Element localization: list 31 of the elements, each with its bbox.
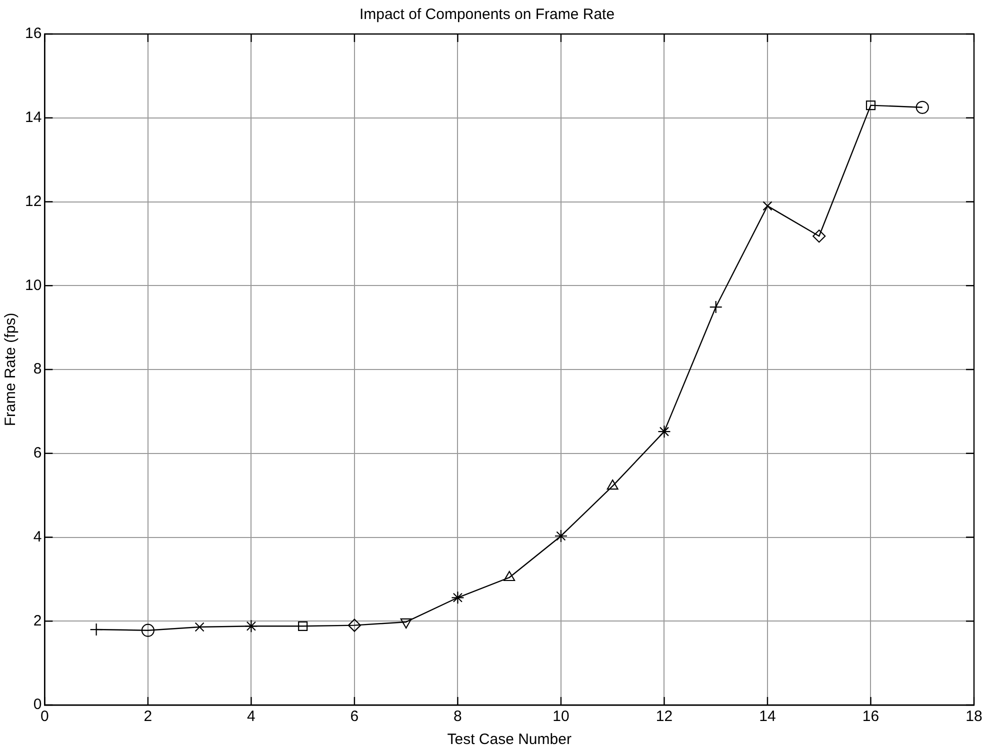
y-tick-label: 4 bbox=[33, 528, 42, 546]
point bbox=[451, 591, 464, 604]
y-tick-label: 0 bbox=[33, 696, 42, 714]
x-tick-label: 18 bbox=[966, 708, 982, 726]
x-tick-label: 2 bbox=[144, 708, 152, 726]
x-tick-label: 14 bbox=[759, 708, 776, 726]
point bbox=[658, 425, 671, 438]
y-axis-title: Frame Rate (fps) bbox=[2, 312, 20, 426]
y-tick-label: 6 bbox=[33, 444, 42, 462]
y-tick-label: 12 bbox=[24, 192, 42, 210]
y-tick-label: 16 bbox=[24, 25, 42, 42]
point bbox=[554, 529, 568, 543]
point bbox=[504, 570, 516, 582]
x-tick-label: 16 bbox=[862, 708, 880, 726]
point bbox=[606, 480, 618, 490]
y-tick-label: 2 bbox=[33, 612, 42, 630]
point bbox=[812, 230, 826, 243]
point bbox=[244, 620, 258, 633]
point bbox=[141, 624, 154, 637]
x-tick-label: 4 bbox=[247, 708, 256, 726]
y-tick-label: 8 bbox=[33, 360, 42, 378]
x-tick-label: 12 bbox=[656, 708, 673, 726]
x-tick-label: 10 bbox=[552, 708, 570, 726]
point bbox=[348, 618, 362, 632]
y-tick-label: 10 bbox=[24, 276, 42, 294]
x-tick-label: 8 bbox=[454, 708, 462, 726]
x-axis-title: Test Case Number bbox=[447, 731, 572, 748]
point bbox=[916, 100, 929, 114]
x-tick-label: 6 bbox=[350, 708, 359, 726]
chart-title: Impact of Components on Frame Rate bbox=[359, 6, 615, 24]
y-tick-label: 14 bbox=[24, 109, 42, 126]
